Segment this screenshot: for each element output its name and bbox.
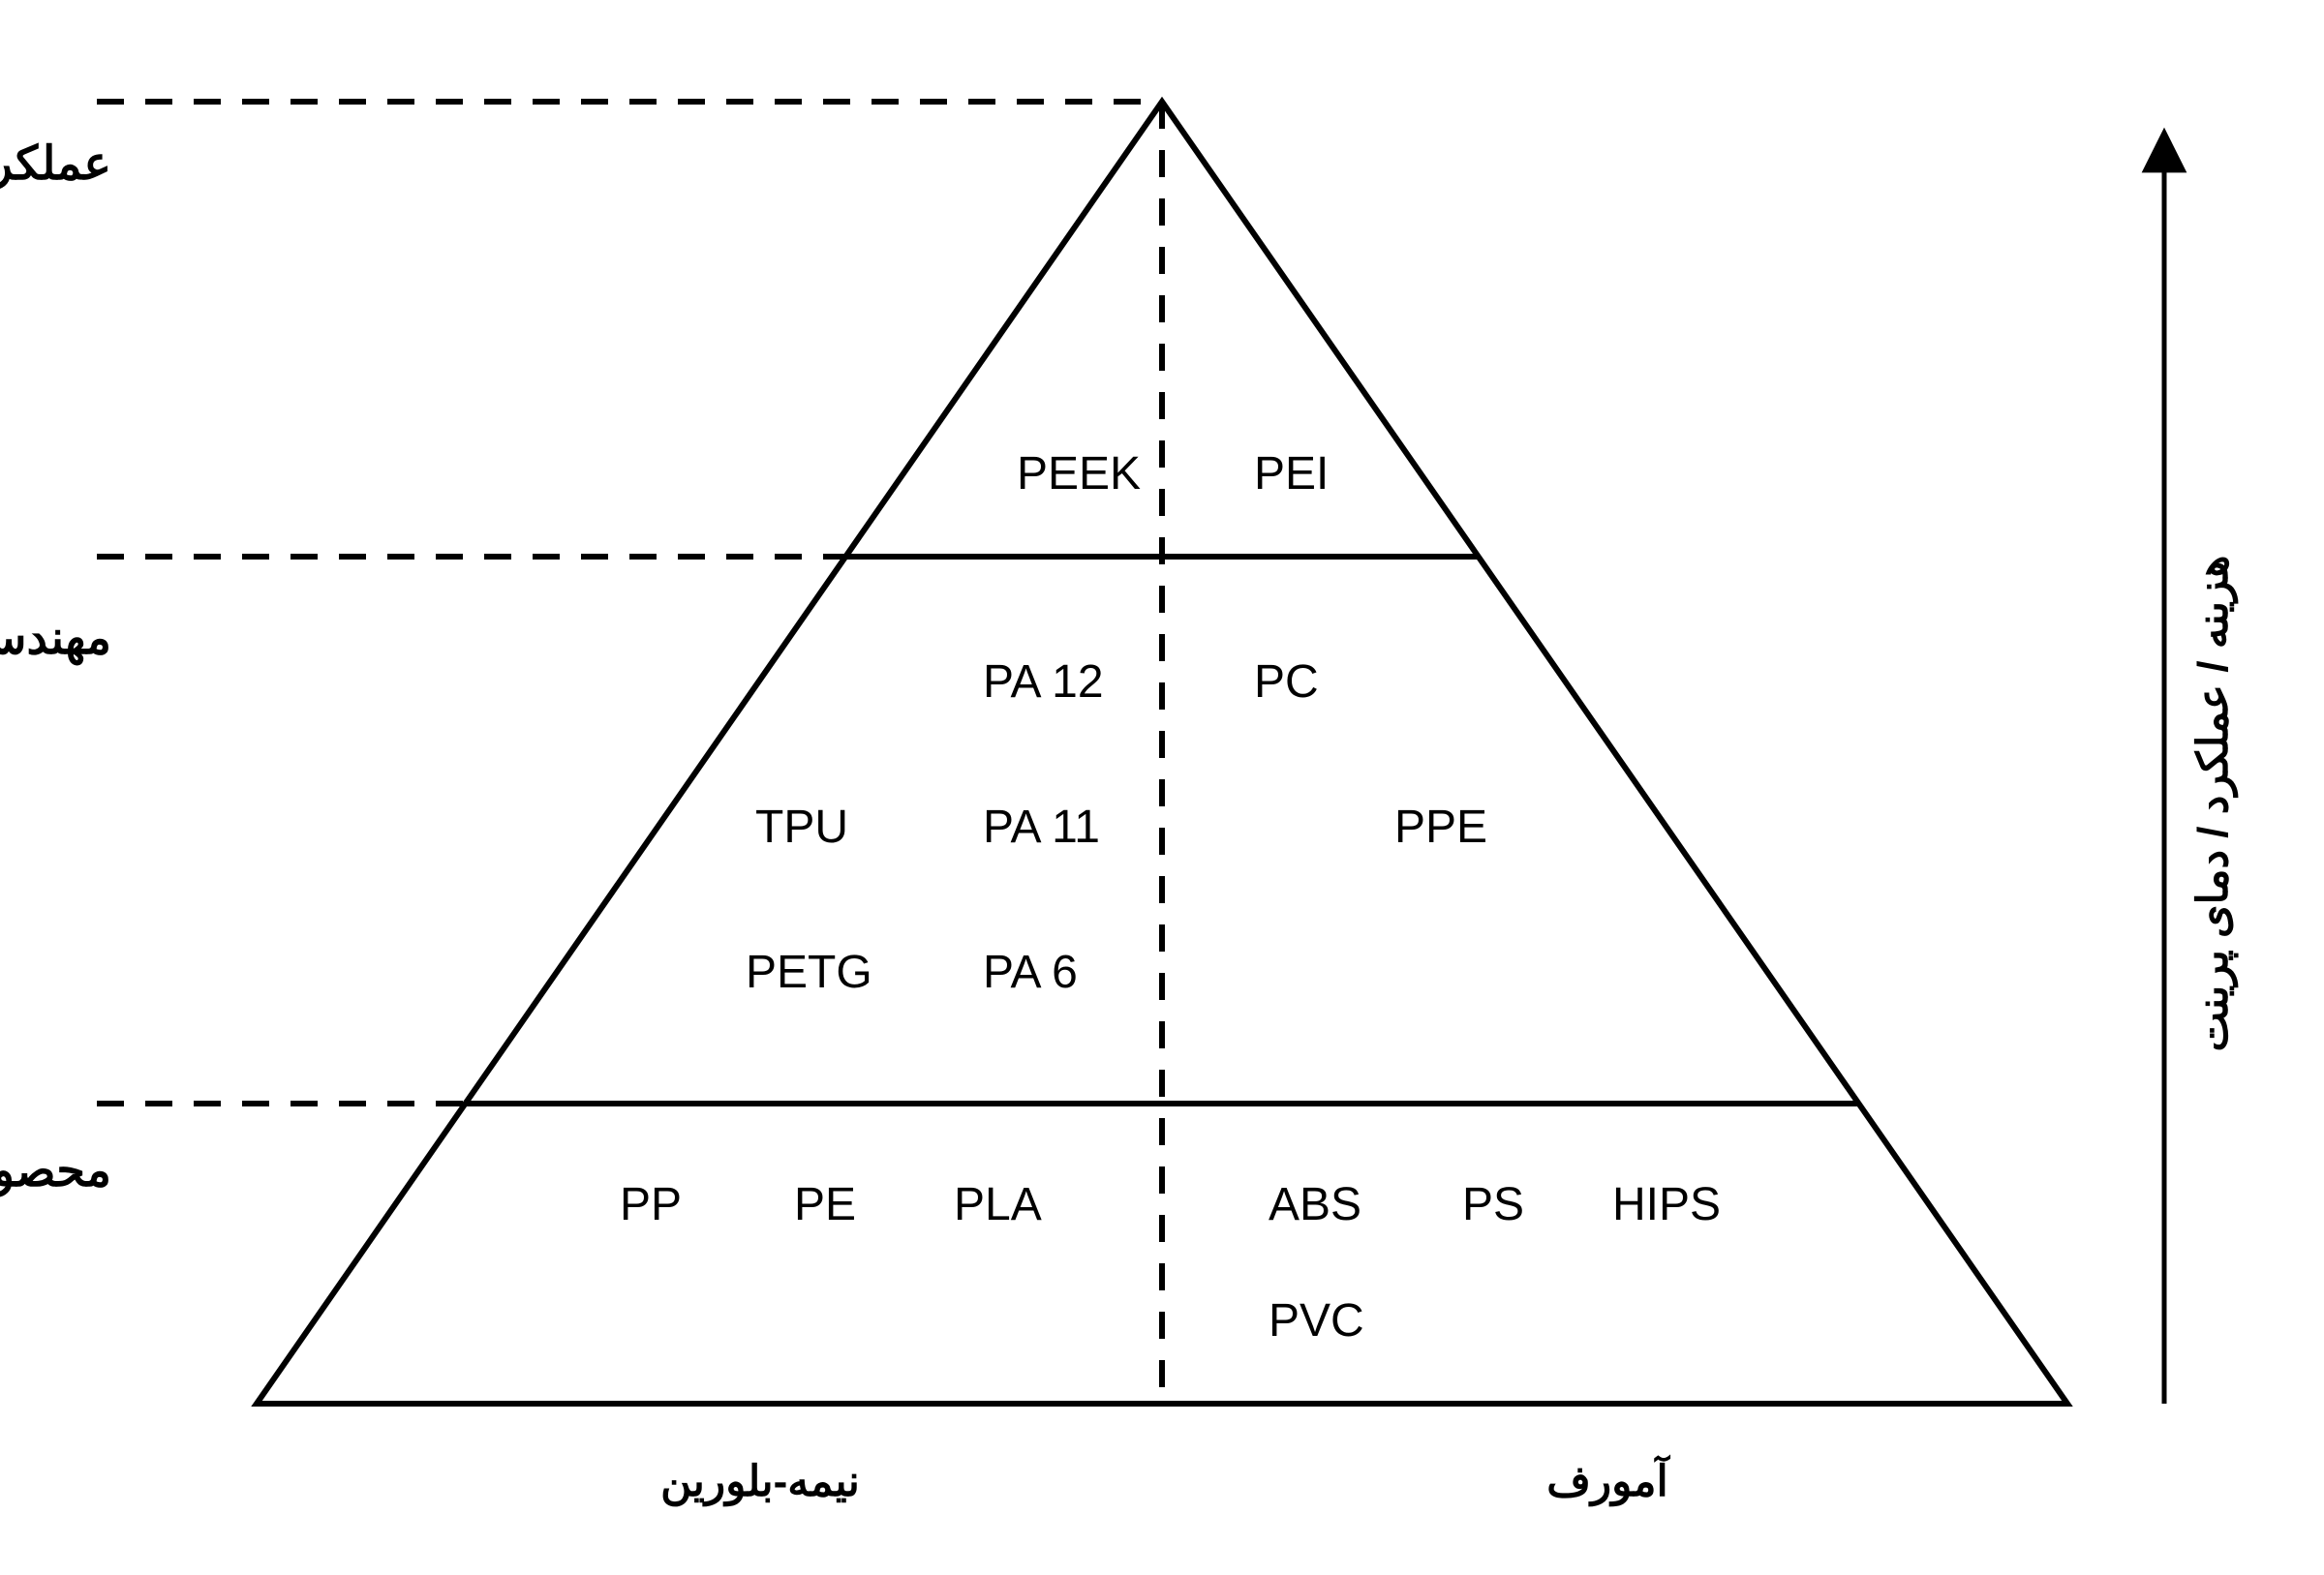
tier-label-engineering: مهندسی [0,613,111,666]
right-axis-label: هزینه / عملکرد / دمای پرینت [2189,556,2239,1052]
material-commodity-left-2: PLA [954,1179,1042,1230]
material-commodity-right-2: HIPS [1612,1179,1721,1230]
bottom-axis-left_label: نیمه-بلورین [660,1458,860,1507]
material-engineering-left-1: TPU [755,802,848,853]
polymer-pyramid-diagram: عملکرد بالا مهندسی محصول عادی PEEK PEI PA 12 T… [0,0,2324,1575]
bottom-axis-right_label: آمورف [1546,1453,1670,1507]
material-engineering-left-4: PA 6 [983,947,1078,998]
tier-label-high_performance: عملکرد بالا [0,138,111,192]
material-engineering-left-0: PA 12 [983,656,1104,708]
material-engineering-left-3: PETG [746,947,872,998]
material-commodity-left-0: PP [620,1179,682,1230]
material-engineering-left-2: PA 11 [983,802,1100,853]
material-commodity-left-1: PE [794,1179,856,1230]
material-commodity-right-0: ABS [1269,1179,1361,1230]
material-engineering-right-1: PPE [1394,802,1487,853]
material-commodity-right-1: PS [1462,1179,1524,1230]
tier-label-commodity: محصول عادی [0,1145,111,1198]
material-commodity-right-3: PVC [1269,1295,1364,1347]
material-high_performance-left-0: PEEK [1017,448,1141,500]
material-high_performance-right-0: PEI [1254,448,1329,500]
material-engineering-right-0: PC [1254,656,1319,708]
